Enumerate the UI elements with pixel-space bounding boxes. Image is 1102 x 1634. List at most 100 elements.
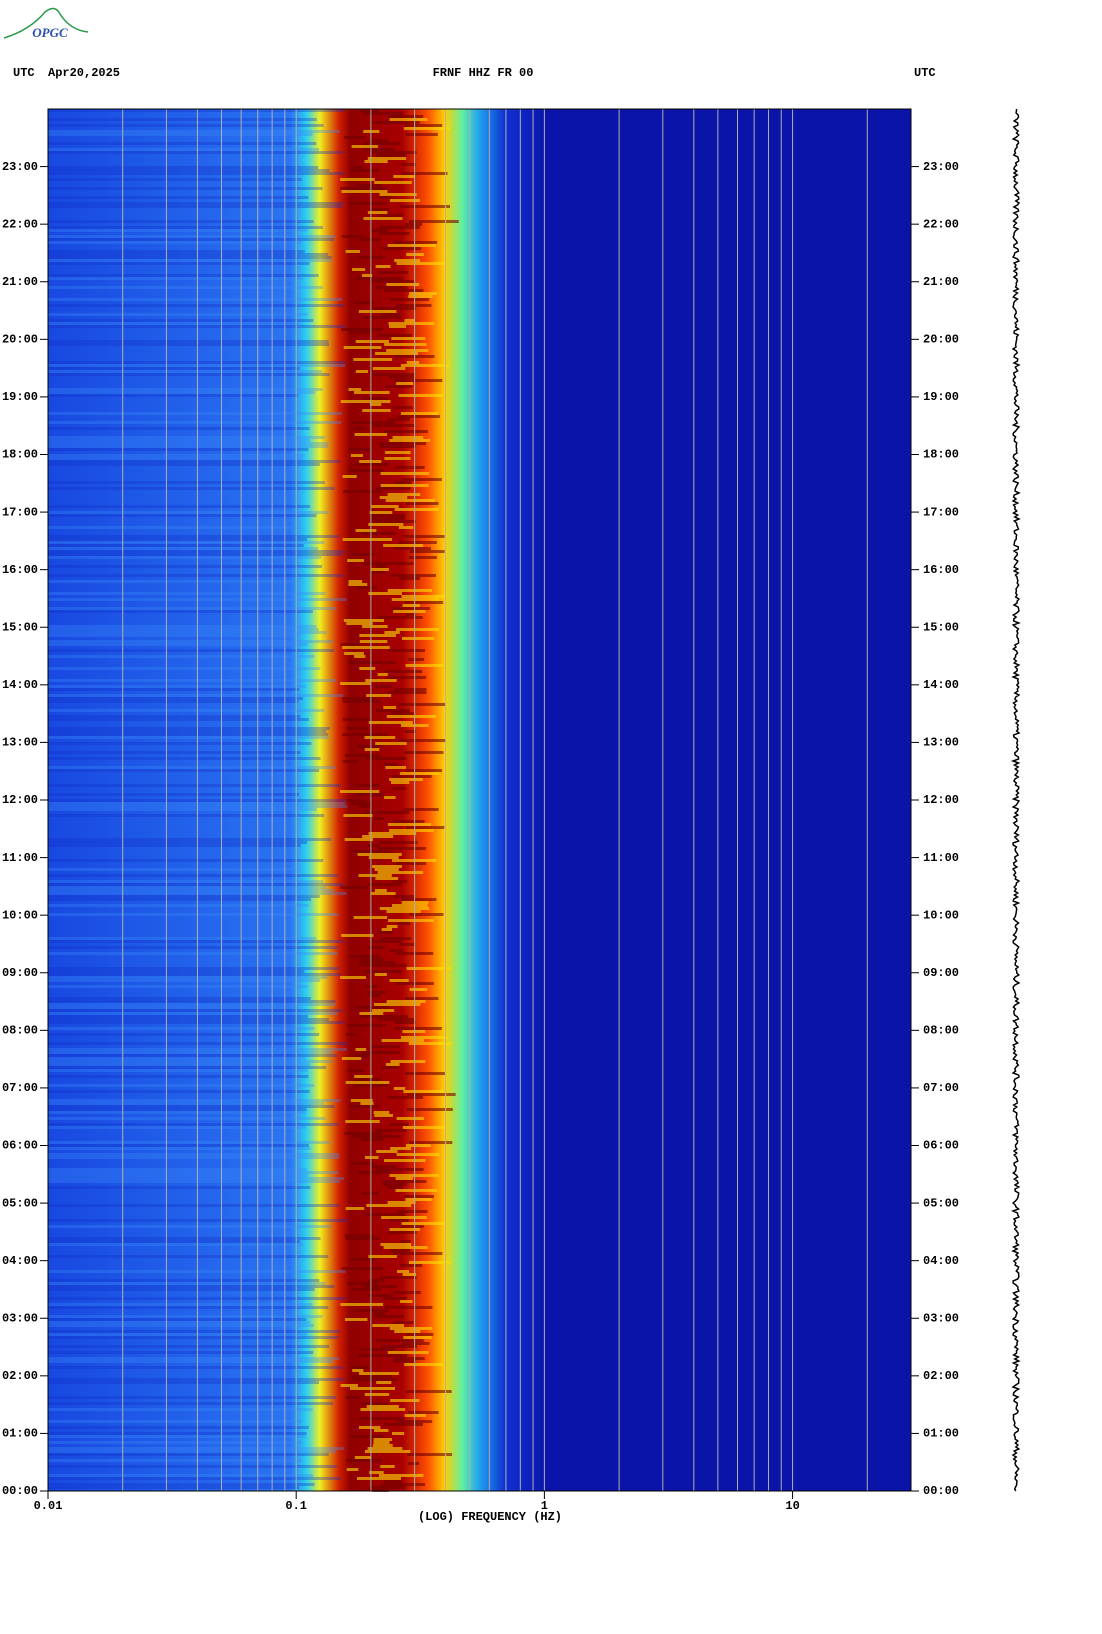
stripe [372, 1324, 405, 1327]
stripe [48, 169, 330, 172]
stripe [406, 361, 420, 364]
stripe [386, 283, 420, 286]
stripe [48, 238, 335, 241]
stripe [402, 1342, 430, 1345]
stripe [396, 862, 427, 865]
stripe [365, 1213, 406, 1216]
stripe [48, 913, 339, 916]
stripe [356, 745, 383, 748]
stripe [48, 802, 346, 805]
y-tick-label: 15:00 [2, 620, 38, 634]
stripe [374, 181, 412, 184]
y-tick-label: 17:00 [923, 505, 959, 519]
stripe [345, 1081, 390, 1084]
stripes [48, 109, 459, 1492]
stripe [342, 700, 381, 703]
stripe [340, 790, 380, 793]
stripe [48, 976, 328, 979]
stripe [349, 1105, 379, 1108]
stripe [401, 898, 437, 901]
stripe [48, 235, 336, 238]
stripe [356, 1477, 401, 1480]
stripe [386, 676, 427, 679]
stripe [341, 934, 374, 937]
stripe [48, 1282, 326, 1285]
stripe [374, 1429, 389, 1432]
stripe [370, 517, 406, 520]
y-tick-label: 01:00 [923, 1427, 959, 1441]
stripe [393, 895, 415, 898]
stripe [48, 757, 321, 760]
stripe [364, 1450, 411, 1453]
stripe [393, 175, 415, 178]
stripe [48, 1315, 323, 1318]
stripe [389, 439, 431, 442]
stripe [360, 964, 407, 967]
stripe [48, 769, 320, 772]
stripe [351, 268, 366, 271]
y-tick-label: 06:00 [923, 1139, 959, 1153]
stripe [389, 1219, 409, 1222]
stripe [363, 148, 395, 151]
stripe [48, 1021, 345, 1024]
stripe [48, 325, 346, 328]
y-tick-label: 13:00 [923, 736, 959, 750]
stripe [389, 979, 409, 982]
stripe [48, 187, 323, 190]
stripe [402, 1126, 446, 1129]
stripe [381, 313, 401, 316]
stripe [375, 877, 399, 880]
stripe [48, 1351, 314, 1354]
stripe [374, 889, 387, 892]
stripe [389, 1174, 439, 1177]
stripe [343, 490, 382, 493]
logo-text: OPGC [32, 25, 68, 40]
stripe [359, 1417, 405, 1420]
stripe [48, 1099, 341, 1102]
stripe [379, 496, 408, 499]
x-tick-label: 0.01 [34, 1499, 63, 1513]
stripe [387, 1096, 424, 1099]
stripe [393, 688, 427, 691]
y-tick-label: 23:00 [2, 160, 38, 174]
stripe [48, 274, 319, 277]
y-tick-label: 11:00 [923, 851, 959, 865]
stripe [386, 910, 421, 913]
stripe [394, 259, 421, 262]
stripe [48, 814, 325, 817]
stripe [383, 706, 397, 709]
stripe [48, 634, 301, 637]
stripe [404, 1363, 444, 1366]
x-tick-label: 0.1 [285, 1499, 307, 1513]
y-tick-label: 08:00 [923, 1024, 959, 1038]
stripe [382, 1183, 407, 1186]
stripe [403, 1090, 444, 1093]
stripe [373, 1111, 390, 1114]
timezone-right: UTC [914, 66, 936, 80]
stripe [48, 565, 322, 568]
stripe [48, 1420, 302, 1423]
stripe [404, 223, 423, 226]
stripe [342, 538, 393, 541]
y-tick-label: 07:00 [923, 1081, 959, 1095]
stripe [48, 751, 301, 754]
stripe [48, 454, 305, 457]
stripe [390, 1147, 412, 1150]
stripe [385, 385, 413, 388]
stripe [389, 778, 423, 781]
stripe [387, 823, 432, 826]
stripe [399, 772, 440, 775]
stripe [379, 196, 392, 199]
stripe [48, 1435, 306, 1438]
stripe [345, 1033, 356, 1036]
stripe [378, 442, 427, 445]
stripe [361, 1138, 384, 1141]
stripe [351, 145, 378, 148]
stripe [48, 340, 329, 343]
stripe [348, 583, 368, 586]
stripe [397, 1270, 410, 1273]
stripe [394, 1330, 421, 1333]
stripe [395, 1189, 437, 1192]
stripe [397, 922, 411, 925]
stripe [48, 1051, 333, 1054]
